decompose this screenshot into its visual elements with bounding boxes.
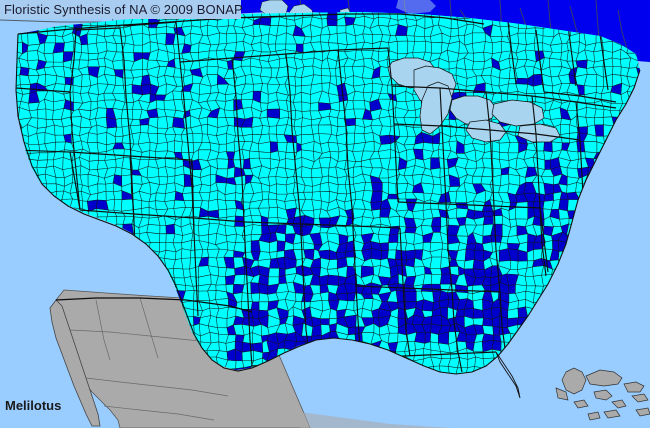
map-title-band: Floristic Synthesis of NA © 2009 BONAP	[0, 0, 243, 19]
florida-detail	[495, 351, 521, 399]
taxon-name-label: Melilotus	[5, 398, 62, 413]
national-borders	[17, 13, 485, 313]
coastline	[15, 33, 641, 375]
great-lakes	[387, 57, 561, 143]
map-title: Floristic Synthesis of NA © 2009 BONAP	[4, 2, 243, 17]
